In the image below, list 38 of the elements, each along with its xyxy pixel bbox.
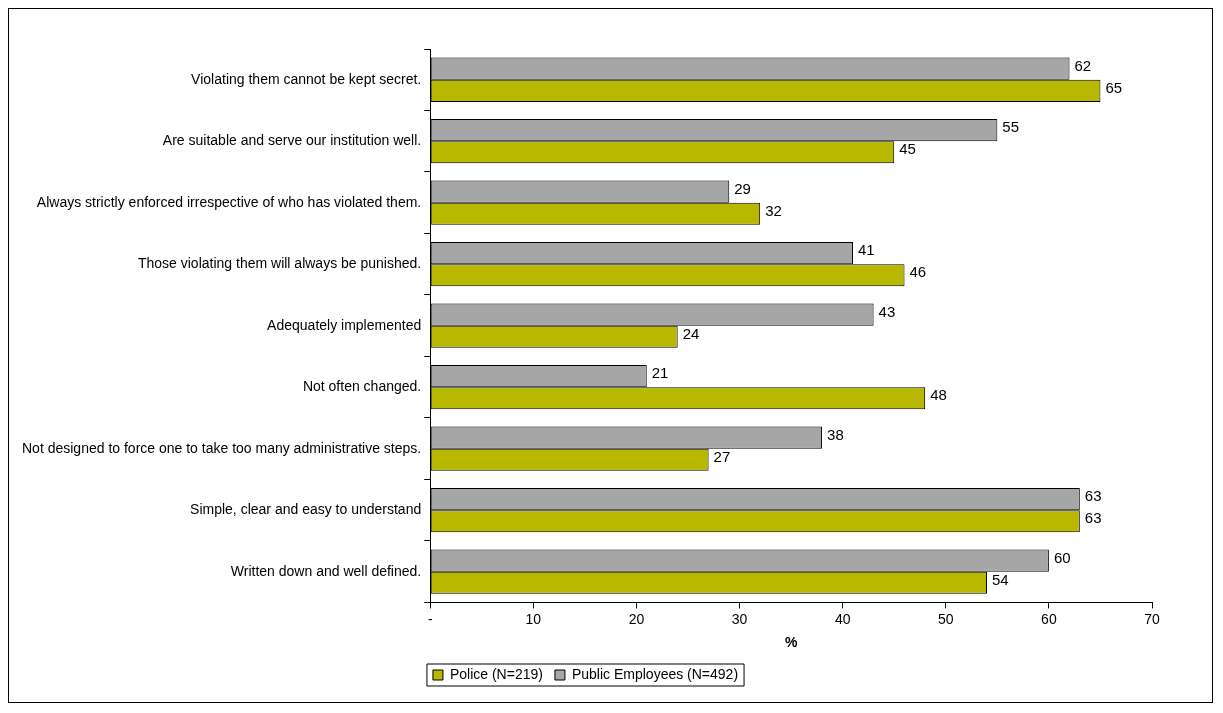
data-label: 54 — [992, 570, 1009, 588]
data-label: 62 — [1074, 56, 1092, 74]
x-tick-label: 50 — [937, 610, 954, 627]
data-label: 21 — [651, 364, 669, 382]
data-label: 63 — [1084, 487, 1102, 505]
data-label: 60 — [1053, 548, 1071, 566]
data-label: 27 — [713, 447, 731, 465]
x-tick-label: 40 — [834, 610, 851, 627]
data-label: 32 — [765, 201, 782, 219]
data-label: 38 — [827, 425, 844, 443]
y-tick-label: Violating them cannot be kept secret. — [191, 70, 422, 87]
data-label: 46 — [909, 263, 927, 281]
x-tick-label: - — [427, 610, 433, 627]
data-label: 24 — [682, 324, 700, 342]
data-label: 63 — [1084, 509, 1102, 527]
data-label: 43 — [878, 302, 896, 320]
x-tick-label: 60 — [1041, 610, 1057, 627]
data-label: 65 — [1105, 78, 1123, 96]
y-tick-label: Adequately implemented — [267, 316, 422, 333]
data-label: 41 — [857, 241, 875, 259]
y-tick-label: Not often changed. — [302, 378, 422, 395]
legend-label: Public Employees (N=492) — [571, 665, 739, 682]
y-tick-label: Are suitable and serve our institution well. — [162, 132, 422, 149]
y-tick-label: Simple, clear and easy to understand — [190, 501, 422, 518]
data-label: 45 — [899, 140, 916, 158]
legend-label: Police (N=219) — [449, 665, 543, 682]
data-label: 55 — [1002, 118, 1020, 136]
data-label: 29 — [734, 179, 751, 197]
x-tick-label: 10 — [525, 610, 542, 627]
y-tick-label: Not designed to force one to take too many administrative steps. — [22, 439, 422, 456]
x-axis-title: % — [784, 634, 798, 651]
x-tick-label: 30 — [731, 610, 748, 627]
data-label: 48 — [930, 386, 947, 404]
y-tick-label: Written down and well defined. — [230, 562, 422, 579]
y-tick-label: Those violating them will always be punished. — [137, 255, 422, 272]
x-tick-label: 20 — [628, 610, 645, 627]
x-tick-label: 70 — [1144, 610, 1160, 627]
y-tick-label: Always strictly enforced irrespective of who has violated them. — [36, 193, 422, 210]
